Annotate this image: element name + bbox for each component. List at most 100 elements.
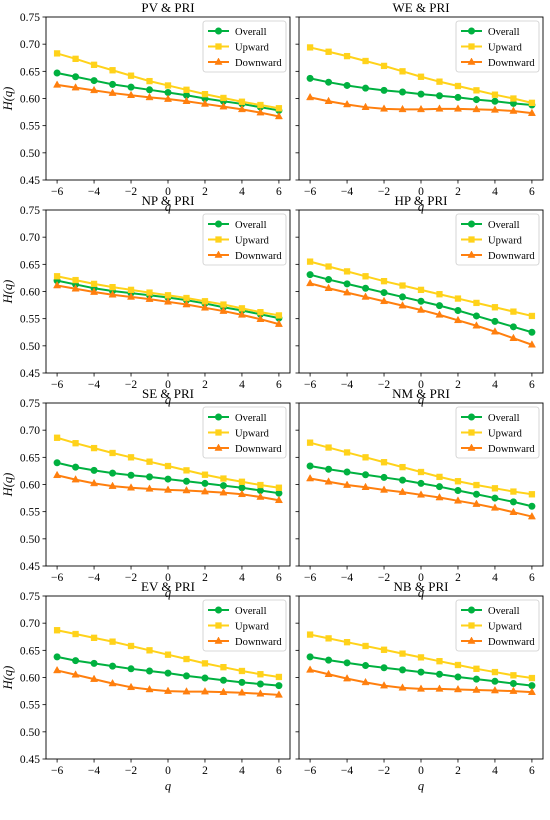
data-point (164, 82, 172, 89)
legend-swatch-marker (214, 636, 223, 644)
data-point (472, 312, 480, 320)
data-point (306, 462, 314, 470)
y-tick-label: 0.75 (20, 205, 40, 217)
data-point (435, 684, 444, 692)
x-tick-label: 4 (492, 572, 498, 584)
legend-swatch-marker (214, 57, 223, 65)
data-point (380, 473, 388, 481)
data-point (380, 681, 389, 689)
legend-swatch-marker (214, 443, 223, 451)
series-overall (306, 462, 536, 510)
y-tick-label: 0.65 (20, 66, 40, 78)
legend-swatch-marker (467, 636, 476, 644)
data-point (219, 482, 227, 490)
data-point (528, 99, 536, 106)
data-point (109, 67, 116, 74)
data-point (325, 263, 332, 270)
data-point (164, 462, 172, 470)
legend-label: Downward (235, 637, 282, 648)
data-point (325, 444, 332, 451)
data-point (90, 287, 99, 295)
data-point (256, 689, 265, 697)
y-tick-label: 0.70 (20, 618, 40, 630)
data-point (127, 682, 136, 691)
data-point (220, 475, 227, 482)
data-point (90, 444, 98, 452)
data-point (146, 647, 153, 654)
x-tick-label: −4 (88, 186, 100, 198)
data-point (90, 634, 98, 641)
y-tick-label: 0.45 (20, 754, 40, 766)
y-axis-label: H(q) (1, 280, 15, 305)
x-tick-label: 0 (165, 572, 171, 584)
data-point (491, 668, 499, 676)
x-axis-label: q (418, 586, 424, 600)
data-point (362, 642, 369, 650)
data-point (164, 651, 172, 658)
data-point (417, 479, 425, 487)
legend-swatch-marker (467, 606, 475, 614)
x-tick-label: −2 (378, 186, 390, 198)
data-point (473, 665, 480, 672)
data-point (182, 687, 191, 695)
data-point (108, 481, 117, 489)
data-point (108, 678, 117, 687)
data-point (435, 302, 443, 310)
data-point (509, 679, 517, 687)
data-point (380, 62, 388, 70)
legend-box (202, 20, 287, 73)
legend-label: Upward (235, 621, 270, 632)
data-point (306, 439, 314, 446)
series-downward (306, 92, 536, 116)
chart-panel-2: WE & PRI −6 −4 −2 0 2 4 6 q Overall Upward Downward (295, 0, 544, 214)
data-point (219, 488, 228, 496)
x-tick-label: −6 (51, 765, 63, 777)
legend: Overall Upward Downward (202, 20, 287, 73)
x-axis-label: q (165, 200, 171, 214)
data-point (201, 479, 209, 487)
data-point (275, 312, 283, 319)
data-point (398, 487, 407, 495)
data-point (527, 108, 536, 116)
data-point (435, 104, 444, 112)
data-point (362, 273, 369, 280)
data-point (109, 449, 116, 457)
legend-swatch-marker (468, 429, 475, 436)
data-point (238, 678, 246, 686)
legend-swatch-marker (467, 27, 475, 35)
chart-title: NB & PRI (394, 579, 449, 594)
legend-swatch-marker (467, 443, 476, 451)
data-point (306, 278, 315, 287)
legend-box (455, 213, 540, 266)
data-point (182, 485, 191, 494)
legend-swatch-marker (467, 57, 476, 65)
series-upward (306, 631, 536, 682)
y-tick-label: 0.45 (20, 175, 40, 187)
x-tick-label: −4 (88, 572, 100, 584)
data-point (324, 96, 333, 104)
y-axis-label: H(q) (1, 666, 15, 691)
data-point (380, 485, 389, 493)
data-point (200, 99, 209, 107)
data-point (53, 459, 61, 467)
legend-label: Upward (488, 621, 523, 632)
data-point (399, 282, 406, 289)
x-tick-label: 4 (492, 379, 498, 391)
x-tick-label: 6 (276, 572, 282, 584)
data-point (472, 96, 480, 104)
data-point (257, 481, 264, 489)
data-point (510, 488, 517, 495)
legend-label: Downward (488, 637, 535, 648)
x-tick-label: 4 (492, 186, 498, 198)
x-tick-label: 6 (529, 572, 535, 584)
data-point (200, 687, 209, 695)
data-point (90, 659, 98, 667)
x-tick-label: 0 (418, 572, 424, 584)
data-point (343, 288, 352, 296)
data-point (490, 105, 499, 113)
series-downward (53, 281, 283, 327)
legend-swatch-marker (215, 429, 222, 436)
legend-swatch-marker (215, 43, 222, 50)
data-point (256, 108, 265, 116)
